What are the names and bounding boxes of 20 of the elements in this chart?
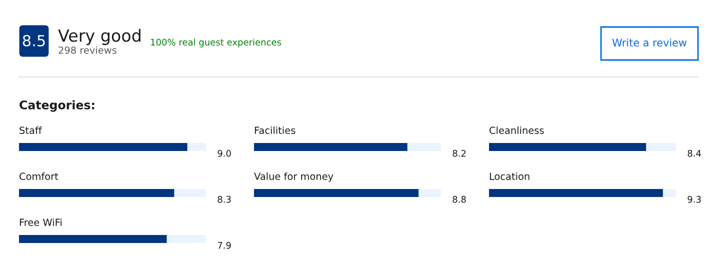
- text: 298 reviews: [58, 46, 116, 54]
- text: 100% real guest experiences: [150, 38, 282, 48]
- annotation: Categories:: [20, 100, 94, 112]
- data-label: 9.3: [688, 196, 701, 203]
- category-label: Comfort: [20, 172, 58, 180]
- category-label: Staff: [20, 126, 42, 134]
- category-label: Free WiFi: [20, 218, 62, 226]
- data-label: 8.2: [452, 150, 466, 157]
- category-label: Location: [490, 172, 530, 180]
- text: Very good: [58, 28, 140, 46]
- data-label: 8.4: [688, 150, 701, 157]
- category-label: Facilities: [254, 126, 296, 134]
- text: Write a review: [612, 38, 687, 47]
- data-label: 9.0: [218, 150, 231, 157]
- text: 8.5: [22, 34, 45, 46]
- data-label: 8.3: [218, 196, 231, 203]
- data-label: 7.9: [218, 242, 231, 249]
- category-label: Cleanliness: [490, 126, 544, 134]
- data-label: 8.8: [452, 196, 466, 203]
- category-label: Value for money: [254, 172, 334, 182]
